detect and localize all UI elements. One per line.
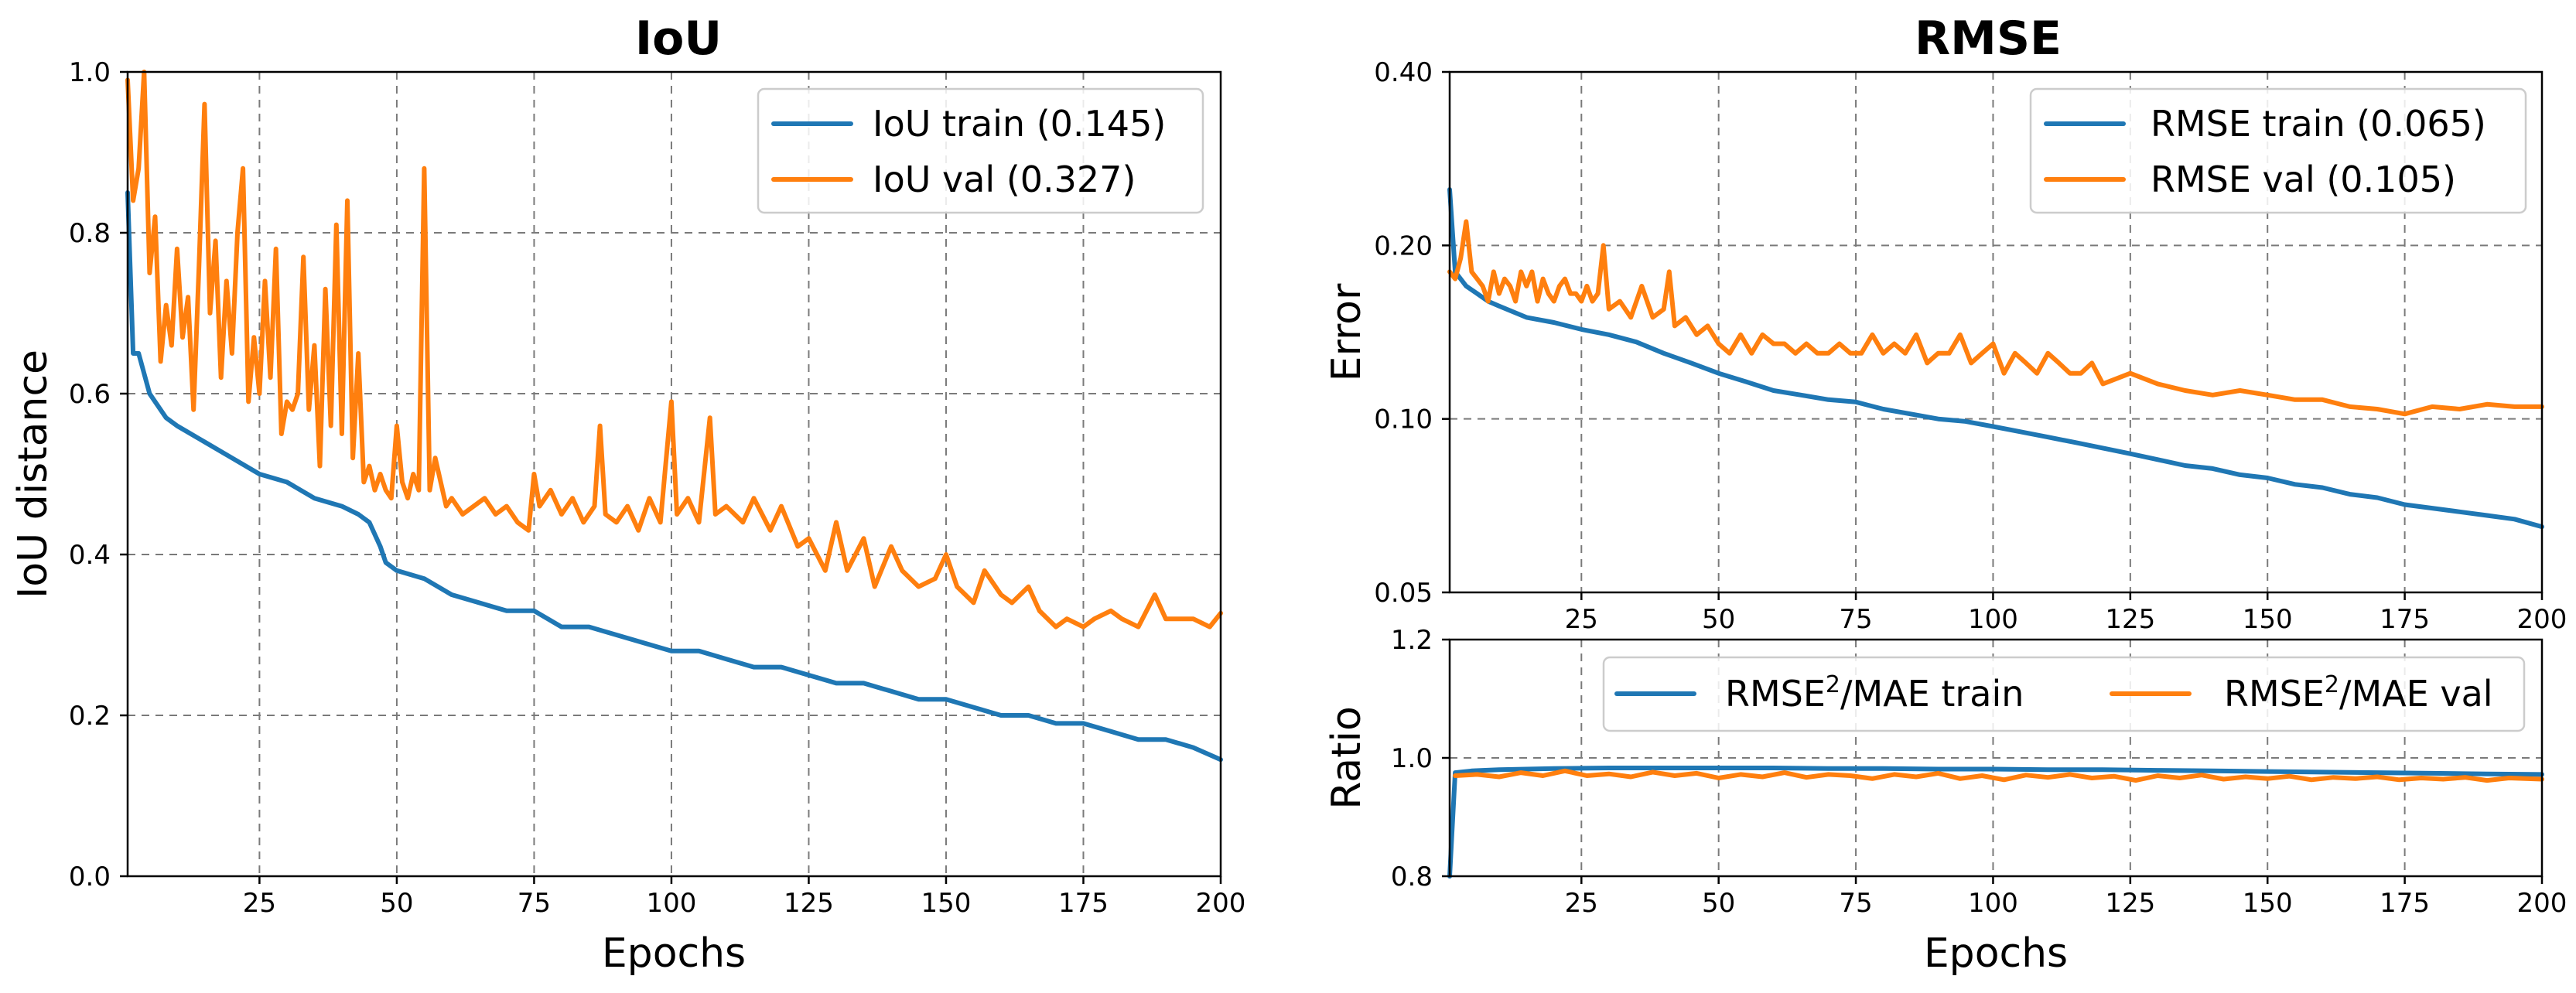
- ratio-ytick-label-1: 1.0: [1391, 743, 1433, 774]
- iou-xtick-label-125: 125: [784, 888, 834, 919]
- rmse-ytick-label-0: 0.05: [1374, 578, 1433, 609]
- iou-xtick-label-175: 175: [1058, 888, 1109, 919]
- ratio-x-axis-label: Epochs: [1924, 930, 2068, 977]
- iou-xtick-label-150: 150: [921, 888, 972, 919]
- ratio-y-ticks: 0.8 1.0 1.2: [1391, 625, 1450, 892]
- rmse-legend-label-train: RMSE train (0.065): [2151, 103, 2486, 145]
- iou-xtick-label-25: 25: [243, 888, 276, 919]
- iou-series-train-line: [125, 190, 1223, 763]
- iou-legend: IoU train (0.145) IoU val (0.327): [757, 87, 1204, 214]
- rmse-title: RMSE: [1915, 12, 2062, 66]
- iou-axes-frame: [126, 70, 1222, 878]
- ratio-series-train-line: [1447, 766, 2544, 879]
- rmse-ytick-label-3: 0.40: [1374, 57, 1433, 88]
- iou-x-axis-label: Epochs: [602, 930, 746, 977]
- iou-xtick-label-200: 200: [1196, 888, 1246, 919]
- iou-xtick-label-50: 50: [380, 888, 413, 919]
- iou-legend-label-train: IoU train (0.145): [873, 103, 1166, 145]
- iou-x-ticks: 25 50 75 100 125 150 175 200: [243, 876, 1246, 919]
- ratio-xtick-label-100: 100: [1968, 888, 2018, 919]
- iou-panel: IoU 25 50 75 100 125 150 175 200 0.00.20.40.60.…: [10, 12, 1245, 977]
- ratio-xtick-label-125: 125: [2105, 888, 2155, 919]
- rmse-xtick-label-200: 200: [2517, 604, 2567, 635]
- iou-title: IoU: [635, 12, 722, 66]
- rmse-y-ticks: 0.05 0.10 0.20 0.40: [1374, 57, 1450, 609]
- rmse-series-val-line: [1447, 219, 2544, 417]
- rmse-xtick-label-75: 75: [1839, 604, 1872, 635]
- rmse-series-train-line: [1447, 187, 2544, 530]
- rmse-xtick-label-125: 125: [2105, 604, 2155, 635]
- ratio-legend-box: [1602, 656, 2526, 732]
- ratio-panel: 25 50 75 100 125 150 175 200 0.8 1.0 1.2 Epochs R…: [1324, 625, 2567, 977]
- rmse-panel: RMSE 25 50 75 100 125 150 175 200 0.050.100.200…: [1324, 12, 2567, 635]
- rmse-xtick-label-150: 150: [2243, 604, 2293, 635]
- ratio-xtick-label-175: 175: [2380, 888, 2430, 919]
- iou-ytick-label-4: 0.8: [69, 218, 111, 249]
- ratio-xtick-label-200: 200: [2517, 888, 2567, 919]
- ratio-series-val-line: [1453, 768, 2544, 783]
- iou-ytick-label-3: 0.6: [69, 379, 111, 410]
- iou-grid: [128, 72, 1221, 876]
- rmse-y-axis-label: Error: [1324, 283, 1370, 381]
- iou-xtick-label-75: 75: [518, 888, 551, 919]
- ratio-y-axis-label: Ratio: [1324, 706, 1370, 810]
- iou-series-val-line: [125, 70, 1223, 630]
- rmse-legend-label-val: RMSE val (0.105): [2151, 159, 2456, 200]
- iou-y-ticks: 0.0 0.2 0.4 0.6 0.8 1.0: [69, 57, 128, 892]
- ratio-legend: RMSE2/MAE train RMSE2/MAE val: [1602, 656, 2526, 732]
- iou-ytick-label-2: 0.4: [69, 540, 111, 571]
- ratio-ytick-label-0: 0.8: [1391, 862, 1433, 892]
- ratio-xtick-label-150: 150: [2243, 888, 2293, 919]
- ratio-xtick-label-25: 25: [1565, 888, 1598, 919]
- ratio-xtick-label-50: 50: [1702, 888, 1735, 919]
- iou-ytick-label-1: 0.2: [69, 701, 111, 732]
- rmse-series: [1447, 187, 2544, 530]
- rmse-legend-box: [2029, 87, 2527, 214]
- rmse-xtick-label-175: 175: [2380, 604, 2430, 635]
- iou-legend-box: [757, 87, 1204, 214]
- rmse-ytick-label-1: 0.10: [1374, 404, 1433, 435]
- rmse-x-ticks: 25 50 75 100 125 150 175 200: [1565, 592, 2567, 635]
- rmse-legend: RMSE train (0.065) RMSE val (0.105): [2029, 87, 2527, 214]
- ratio-grid: [1450, 640, 2542, 876]
- ratio-ytick-label-2: 1.2: [1391, 625, 1433, 656]
- iou-xtick-label-100: 100: [646, 888, 696, 919]
- iou-y-axis-label: IoU distance: [10, 350, 56, 599]
- rmse-xtick-label-50: 50: [1702, 604, 1735, 635]
- ratio-legend-label-val: RMSE2/MAE val: [2224, 671, 2493, 715]
- rmse-ytick-label-2: 0.20: [1374, 230, 1433, 261]
- iou-series: [125, 70, 1223, 763]
- ratio-series: [1447, 766, 2544, 879]
- ratio-legend-label-train: RMSE2/MAE train: [1725, 671, 2024, 715]
- ratio-xtick-label-75: 75: [1839, 888, 1872, 919]
- rmse-xtick-label-100: 100: [1968, 604, 2018, 635]
- rmse-xtick-label-25: 25: [1565, 604, 1598, 635]
- rmse-axes-frame: [1448, 70, 2544, 594]
- iou-ytick-label-5: 1.0: [69, 57, 111, 88]
- ratio-x-ticks: 25 50 75 100 125 150 175 200: [1565, 876, 2567, 919]
- iou-ytick-label-0: 0.0: [69, 862, 111, 892]
- iou-legend-label-val: IoU val (0.327): [873, 159, 1136, 200]
